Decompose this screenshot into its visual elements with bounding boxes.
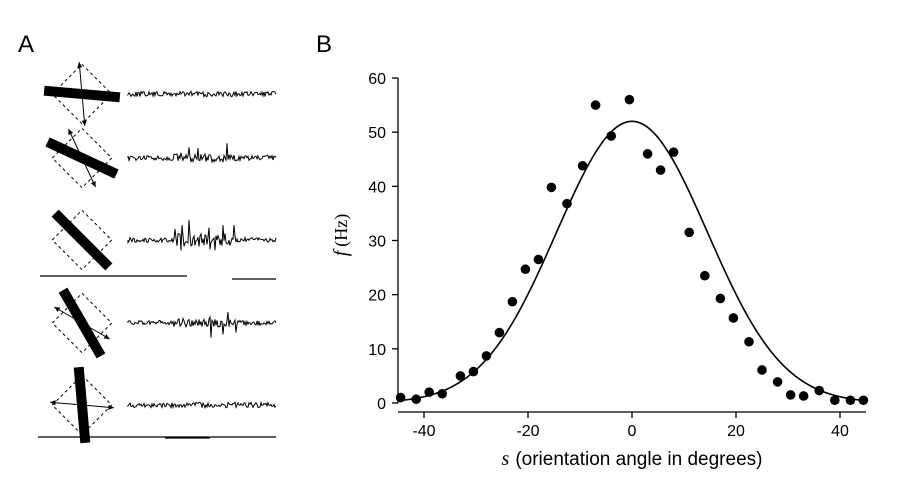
spike-trace xyxy=(127,143,277,164)
data-point xyxy=(668,147,679,158)
data-point xyxy=(520,264,531,275)
x-tick-label: 0 xyxy=(628,423,637,440)
data-point xyxy=(562,198,572,209)
y-tick-label: 20 xyxy=(368,288,386,305)
data-point xyxy=(684,227,694,238)
panel-a-label: A xyxy=(18,31,34,58)
data-point xyxy=(798,391,809,401)
data-points xyxy=(395,94,869,406)
data-point xyxy=(772,377,783,387)
receptive-field-outline xyxy=(51,292,113,354)
data-point xyxy=(814,385,824,396)
spike-trace xyxy=(127,220,277,251)
arrowhead-icon xyxy=(108,404,114,410)
spike-trace xyxy=(127,90,277,99)
arrowhead-icon xyxy=(81,120,87,126)
y-tick-label: 50 xyxy=(368,125,386,142)
stimulus-bar xyxy=(43,85,121,103)
arrowhead-icon xyxy=(90,181,96,188)
panel-b-label: B xyxy=(316,31,332,58)
axes: 0 10 20 30 40 50 60 -40 -20 0 20 40 xyxy=(368,71,866,440)
x-axis-title: s (orientation angle in degrees) xyxy=(502,448,763,470)
trace-rows xyxy=(38,62,277,444)
data-point xyxy=(468,366,479,377)
trace-row xyxy=(50,366,277,444)
arrowhead-icon xyxy=(54,307,61,312)
data-point xyxy=(590,100,601,110)
y-tick-label: 10 xyxy=(368,342,386,359)
arrowhead-icon xyxy=(77,62,83,68)
data-point xyxy=(437,388,448,399)
trace-row xyxy=(51,209,277,271)
data-point xyxy=(728,313,739,323)
data-point xyxy=(642,149,653,159)
stimulus-bar xyxy=(73,366,91,444)
data-point xyxy=(411,394,422,405)
data-point xyxy=(455,371,466,381)
data-point xyxy=(830,395,840,406)
data-point xyxy=(481,351,492,361)
data-point xyxy=(700,270,710,281)
data-point xyxy=(606,131,616,141)
receptive-field-outline xyxy=(51,127,113,189)
y-tick-label: 0 xyxy=(377,396,386,413)
x-tick-label: -40 xyxy=(412,423,435,440)
arrowhead-icon xyxy=(68,128,74,135)
panel-a-stimulus-traces: A xyxy=(18,31,277,444)
spike-trace xyxy=(127,312,277,338)
data-point xyxy=(507,296,518,307)
data-point xyxy=(845,395,856,406)
data-point xyxy=(533,254,544,265)
arrowhead-icon xyxy=(103,334,110,339)
receptive-field-outline xyxy=(51,63,113,125)
y-axis-unit: (Hz) xyxy=(331,214,352,247)
fit-curve xyxy=(397,120,867,402)
data-point xyxy=(395,392,406,403)
data-point xyxy=(655,165,666,175)
trace-row xyxy=(51,287,277,359)
data-point xyxy=(757,365,767,375)
data-point xyxy=(785,390,796,400)
x-tick-label: -20 xyxy=(516,423,539,440)
spike-trace xyxy=(127,400,277,410)
y-tick-label: 60 xyxy=(368,71,386,88)
x-axis-label: (orientation angle in degrees) xyxy=(515,449,762,470)
y-axis-var: f xyxy=(330,248,352,256)
y-axis-title: f(Hz) xyxy=(330,214,352,257)
trace-row xyxy=(43,62,277,126)
data-point xyxy=(624,94,635,105)
data-point xyxy=(577,160,588,171)
data-point xyxy=(424,387,435,397)
stimulus-bar xyxy=(45,137,119,179)
y-tick-label: 40 xyxy=(368,179,386,196)
trace-row xyxy=(45,127,277,189)
x-axis-var: s xyxy=(502,448,510,470)
stimulus-bar xyxy=(51,209,113,271)
data-point xyxy=(494,327,505,338)
arrowhead-icon xyxy=(50,400,56,406)
stimulus-bar xyxy=(58,287,106,359)
data-point xyxy=(744,336,754,347)
panel-b-tuning-curve: B 0 10 20 30 40 50 60 -40 -20 0 20 40 f(Hz) s (orien… xyxy=(316,31,869,470)
x-tick-label: 40 xyxy=(831,423,849,440)
y-tick-label: 30 xyxy=(368,234,386,251)
data-point xyxy=(858,395,869,406)
data-point xyxy=(546,182,557,193)
data-point xyxy=(715,293,726,304)
x-tick-label: 20 xyxy=(727,423,745,440)
receptive-field-outline xyxy=(51,374,113,436)
